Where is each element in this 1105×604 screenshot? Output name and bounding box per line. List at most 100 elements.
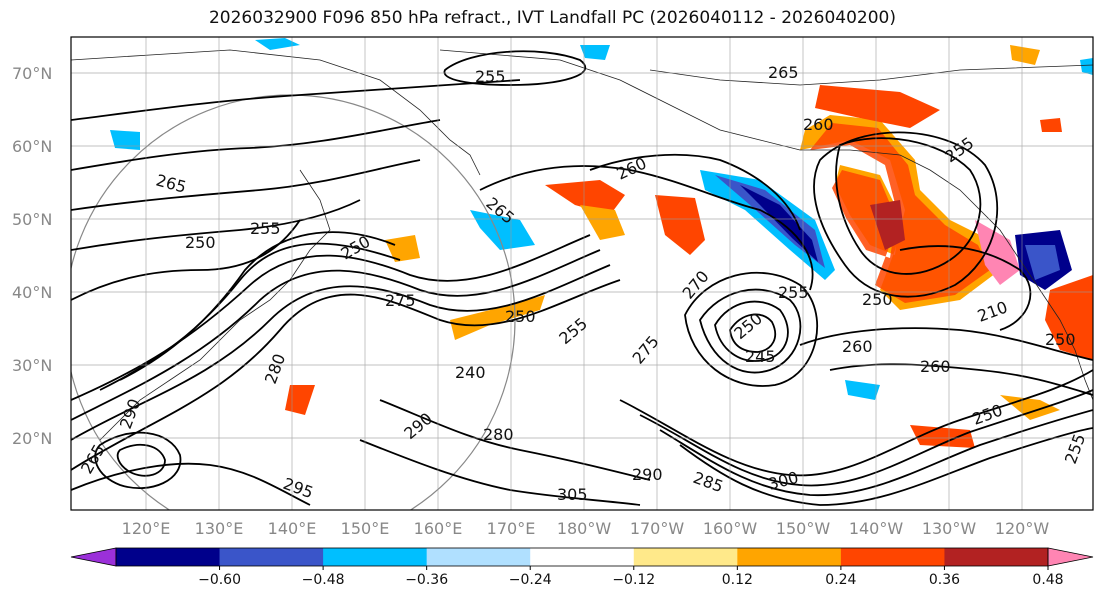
- lat-label: 50°N: [12, 210, 52, 229]
- shade-patch: [580, 45, 610, 60]
- lon-label: 120°E: [122, 519, 171, 538]
- coastline-alaska: [559, 59, 1093, 401]
- contour-line: [835, 137, 982, 275]
- lon-label: 160°W: [703, 519, 758, 538]
- lon-label: 140°E: [268, 519, 317, 538]
- lon-label: 170°E: [487, 519, 536, 538]
- contour-line: [699, 288, 802, 374]
- shade-patch: [910, 425, 975, 448]
- shade-patch: [870, 200, 905, 250]
- colorbar-segment: [116, 548, 221, 566]
- colorbar-extension-high: [1047, 547, 1094, 567]
- colorbar-tick-label: −0.48: [302, 572, 345, 588]
- contour-label: 250: [185, 233, 216, 252]
- shade-patch: [450, 295, 545, 340]
- contour-line: [71, 119, 441, 171]
- contour-line: [71, 264, 611, 441]
- contour-line: [659, 409, 1093, 497]
- contour-line: [639, 389, 1093, 487]
- colorbar-segment: [944, 548, 1049, 566]
- map-frame: [70, 36, 1094, 511]
- contour-line: [679, 427, 1093, 506]
- lon-label: 150°E: [341, 519, 390, 538]
- colorbar-tick-label: 0.24: [825, 572, 856, 588]
- contour-line: [94, 431, 182, 490]
- contour-lines: [71, 50, 1093, 506]
- contour-label: 245: [745, 347, 776, 366]
- contour-line: [71, 249, 601, 421]
- contour-line: [71, 219, 301, 301]
- contour-label: 260: [920, 357, 951, 376]
- colorbar-frame: [115, 547, 1049, 567]
- shade-patch: [975, 220, 1020, 285]
- colorbar-segment: [426, 548, 531, 566]
- contour-line: [116, 443, 166, 477]
- colorbar-segment: [530, 548, 635, 566]
- colorbar-tick-label: 0.12: [722, 572, 753, 588]
- contour-line: [479, 165, 814, 291]
- lon-label: 170°W: [630, 519, 685, 538]
- contour-label: 240: [455, 363, 486, 382]
- lat-label: 30°N: [12, 356, 52, 375]
- colorbar-tick-label: −0.36: [405, 572, 448, 588]
- contour-line: [589, 153, 801, 231]
- colorbar-tick-label: −0.60: [198, 572, 241, 588]
- contour-line: [71, 199, 361, 251]
- contour-label: 255: [475, 67, 506, 86]
- lon-label: 120°W: [995, 519, 1050, 538]
- colorbar: −0.60 −0.48 −0.36 −0.24 −0.12 0.12 0.24 0.36 0.4…: [70, 547, 1094, 588]
- shade-patch: [285, 385, 315, 415]
- shade-patch: [470, 210, 535, 250]
- contour-label: 250: [1045, 330, 1076, 349]
- contour-label: 260: [842, 337, 873, 356]
- coastline-arctic: [439, 49, 1093, 86]
- colorbar-tick-label: 0.36: [929, 572, 960, 588]
- contour-line: [899, 245, 1032, 331]
- contour-line: [71, 279, 621, 471]
- shade-patch: [700, 170, 835, 280]
- contour-line: [714, 300, 789, 362]
- longitude-labels: 120°E 130°E 140°E 150°E 160°E 170°E 180°…: [122, 519, 1050, 538]
- colorbar-tick-label: 0.48: [1032, 572, 1063, 588]
- shade-patch: [545, 180, 625, 215]
- lat-label: 20°N: [12, 429, 52, 448]
- contour-label: 265: [768, 63, 799, 82]
- contour-line: [684, 271, 819, 387]
- contour-line: [443, 50, 587, 86]
- contour-line: [813, 131, 999, 298]
- contour-line: [71, 159, 421, 211]
- contour-line: [71, 462, 311, 506]
- colorbar-segment: [323, 548, 428, 566]
- contour-label: 305: [557, 485, 588, 504]
- colorbar-segment: [737, 548, 842, 566]
- map-title: 2026032900 F096 850 hPa refract., IVT La…: [208, 8, 896, 28]
- shade-patch: [1025, 245, 1060, 280]
- coastline-asia: [71, 49, 481, 441]
- shade-patch: [1080, 58, 1093, 75]
- shade-patch: [845, 380, 880, 400]
- lon-label: 130°E: [195, 519, 244, 538]
- graticule: [71, 37, 1093, 510]
- contour-label: 290: [632, 465, 663, 484]
- contour-line: [379, 399, 651, 481]
- colorbar-tick-label: −0.24: [509, 572, 552, 588]
- contour-line: [119, 231, 396, 381]
- coastlines: [71, 49, 1093, 441]
- shading-layer: [110, 38, 1093, 448]
- contour-label: 280: [483, 425, 514, 444]
- shade-patch: [385, 235, 420, 262]
- shade-patch: [815, 85, 940, 128]
- contour-line: [359, 439, 641, 506]
- colorbar-segment: [219, 548, 324, 566]
- colorbar-segment: [840, 548, 945, 566]
- shade-patch: [1040, 118, 1062, 132]
- lon-label: 160°E: [414, 519, 463, 538]
- shade-patch: [110, 130, 140, 150]
- lon-label: 130°W: [922, 519, 977, 538]
- contour-label: 275: [385, 291, 416, 310]
- shade-patch: [1045, 275, 1093, 360]
- contour-line: [799, 327, 1093, 361]
- colorbar-tick-label: −0.12: [612, 572, 655, 588]
- shade-patch: [1010, 45, 1040, 65]
